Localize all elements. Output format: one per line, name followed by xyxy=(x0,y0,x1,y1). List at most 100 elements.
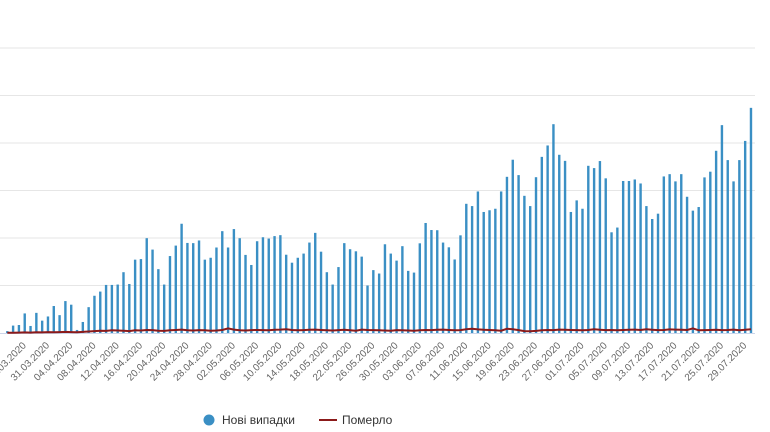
bar-new-cases[interactable] xyxy=(203,259,207,333)
bar-new-cases[interactable] xyxy=(116,284,119,333)
bar-new-cases[interactable] xyxy=(366,285,369,334)
bar-new-cases[interactable] xyxy=(302,253,305,333)
bar-new-cases[interactable] xyxy=(627,181,631,333)
bar-new-cases[interactable] xyxy=(261,237,265,333)
bar-new-cases[interactable] xyxy=(389,253,392,333)
bar-new-cases[interactable] xyxy=(52,306,55,333)
bar-new-cases[interactable] xyxy=(592,168,596,333)
bar-new-cases[interactable] xyxy=(314,232,317,333)
bar-new-cases[interactable] xyxy=(58,315,61,333)
bar-new-cases[interactable] xyxy=(703,177,706,333)
bar-new-cases[interactable] xyxy=(552,124,555,333)
bar-new-cases[interactable] xyxy=(662,176,666,333)
bar-new-cases[interactable] xyxy=(459,235,462,333)
bar-new-cases[interactable] xyxy=(523,195,526,333)
bar-new-cases[interactable] xyxy=(197,240,201,333)
bar-new-cases[interactable] xyxy=(511,159,514,333)
bar-new-cases[interactable] xyxy=(581,208,584,333)
bar-new-cases[interactable] xyxy=(279,235,282,333)
bar-new-cases[interactable] xyxy=(99,291,102,333)
bar-new-cases[interactable] xyxy=(720,125,724,333)
bar-new-cases[interactable] xyxy=(563,160,567,333)
bar-new-cases[interactable] xyxy=(709,171,712,333)
bar-new-cases[interactable] xyxy=(726,160,729,333)
bar-new-cases[interactable] xyxy=(354,251,358,333)
bar-new-cases[interactable] xyxy=(499,191,503,333)
bar-new-cases[interactable] xyxy=(128,283,131,333)
bar-new-cases[interactable] xyxy=(418,243,422,333)
bar-new-cases[interactable] xyxy=(122,272,125,333)
bar-new-cases[interactable] xyxy=(610,232,613,333)
bar-new-cases[interactable] xyxy=(296,257,299,333)
bar-new-cases[interactable] xyxy=(540,156,544,333)
bar-new-cases[interactable] xyxy=(639,183,642,333)
bar-new-cases[interactable] xyxy=(406,270,410,333)
bar-new-cases[interactable] xyxy=(436,230,439,333)
bar-new-cases[interactable] xyxy=(482,211,485,333)
bar-new-cases[interactable] xyxy=(529,206,532,333)
bar-new-cases[interactable] xyxy=(174,245,177,333)
bar-new-cases[interactable] xyxy=(29,325,32,333)
bar-new-cases[interactable] xyxy=(470,206,474,333)
legend-item-deaths[interactable]: Померло xyxy=(319,413,393,427)
bar-new-cases[interactable] xyxy=(621,181,625,333)
bar-new-cases[interactable] xyxy=(110,284,114,333)
bar-new-cases[interactable] xyxy=(383,244,387,333)
bar-new-cases[interactable] xyxy=(569,211,573,333)
bar-new-cases[interactable] xyxy=(714,150,718,333)
bar-new-cases[interactable] xyxy=(64,301,67,333)
bar-new-cases[interactable] xyxy=(505,176,509,333)
bar-new-cases[interactable] xyxy=(192,243,195,333)
bar-new-cases[interactable] xyxy=(319,251,323,333)
bar-new-cases[interactable] xyxy=(215,247,218,334)
bar-new-cases[interactable] xyxy=(651,219,654,333)
bar-new-cases[interactable] xyxy=(645,206,648,333)
bar-new-cases[interactable] xyxy=(151,249,154,333)
bar-new-cases[interactable] xyxy=(11,325,15,333)
bar-new-cases[interactable] xyxy=(244,254,247,333)
bar-new-cases[interactable] xyxy=(348,249,352,333)
bar-new-cases[interactable] xyxy=(331,284,334,333)
bar-new-cases[interactable] xyxy=(372,270,375,333)
bar-new-cases[interactable] xyxy=(308,242,311,333)
bar-new-cases[interactable] xyxy=(104,284,108,333)
bar-new-cases[interactable] xyxy=(273,236,276,333)
bar-new-cases[interactable] xyxy=(377,273,381,333)
bar-new-cases[interactable] xyxy=(738,160,741,333)
bar-new-cases[interactable] xyxy=(430,230,433,333)
bar-new-cases[interactable] xyxy=(558,154,561,333)
bar-new-cases[interactable] xyxy=(488,210,491,333)
bar-new-cases[interactable] xyxy=(685,196,689,333)
bar-new-cases[interactable] xyxy=(186,242,189,333)
bar-new-cases[interactable] xyxy=(453,259,456,333)
bar-new-cases[interactable] xyxy=(81,321,85,333)
bar-new-cases[interactable] xyxy=(732,181,735,333)
bar-new-cases[interactable] xyxy=(616,227,619,333)
bar-new-cases[interactable] xyxy=(232,229,236,333)
bar-new-cases[interactable] xyxy=(424,222,427,333)
bar-new-cases[interactable] xyxy=(145,238,148,333)
bar-new-cases[interactable] xyxy=(476,191,480,333)
bar-new-cases[interactable] xyxy=(325,272,329,333)
bar-new-cases[interactable] xyxy=(494,208,497,333)
bar-new-cases[interactable] xyxy=(209,257,212,333)
bar-new-cases[interactable] xyxy=(441,242,445,333)
bar-new-cases[interactable] xyxy=(517,175,520,333)
bar-new-cases[interactable] xyxy=(162,284,166,333)
bar-new-cases[interactable] xyxy=(226,247,230,334)
bar-new-cases[interactable] xyxy=(749,107,753,333)
bar-new-cases[interactable] xyxy=(267,238,270,333)
deaths-line[interactable] xyxy=(7,327,752,334)
bar-new-cases[interactable] xyxy=(255,241,259,333)
bar-new-cases[interactable] xyxy=(598,161,602,333)
bar-new-cases[interactable] xyxy=(221,231,224,333)
bar-new-cases[interactable] xyxy=(587,165,590,333)
bar-new-cases[interactable] xyxy=(401,246,404,333)
bar-new-cases[interactable] xyxy=(40,320,44,333)
bar-new-cases[interactable] xyxy=(674,181,677,333)
bar-new-cases[interactable] xyxy=(139,259,143,333)
bar-new-cases[interactable] xyxy=(465,203,468,333)
bar-new-cases[interactable] xyxy=(534,177,538,333)
bar-new-cases[interactable] xyxy=(168,256,172,333)
bar-new-cases[interactable] xyxy=(17,325,21,333)
